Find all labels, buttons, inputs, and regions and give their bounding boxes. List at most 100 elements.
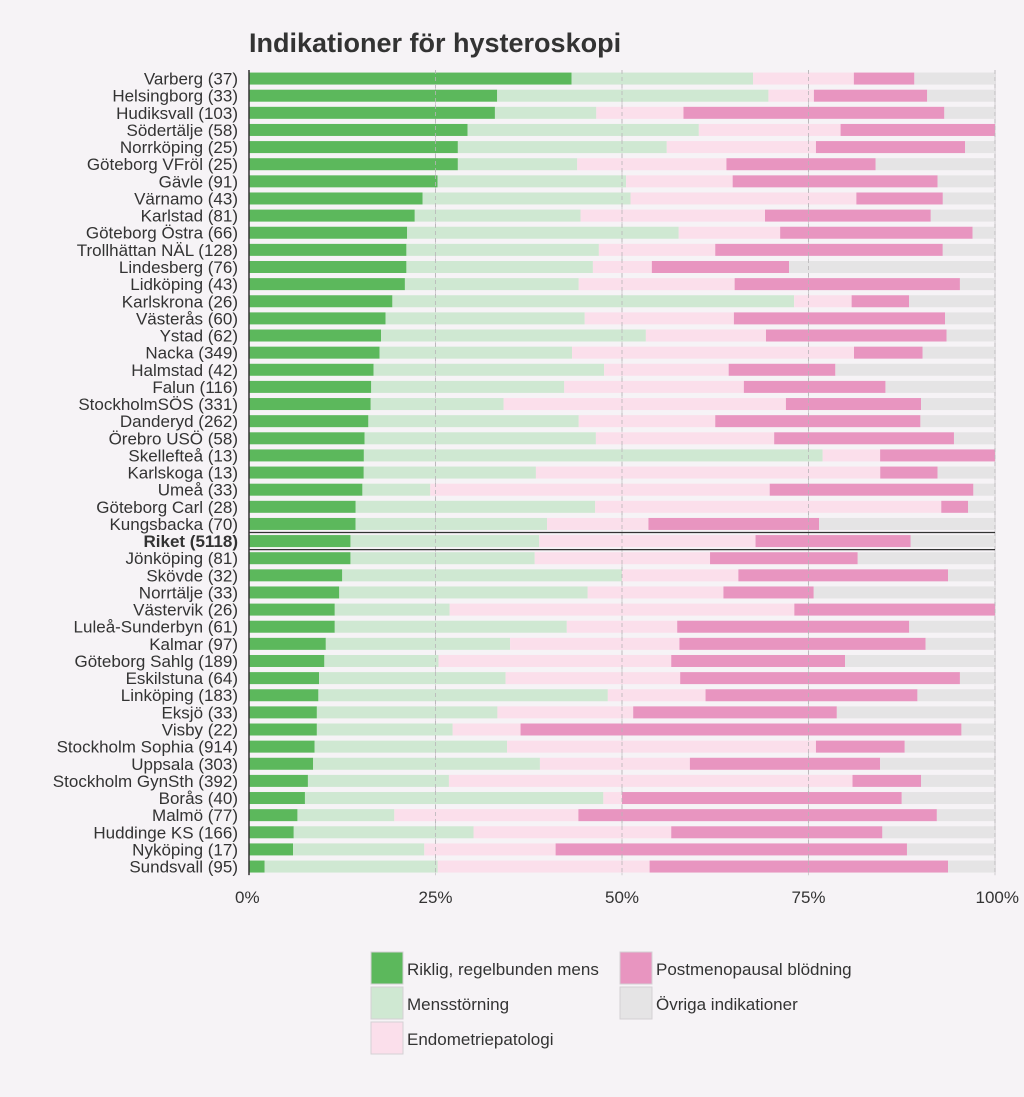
y-axis-labels: Varberg (37)Helsingborg (33)Hudiksvall (… <box>53 70 238 877</box>
bar-hudiksvall-103-postmenopausal-blodning <box>683 106 945 119</box>
bar-vastervik-26-riklig-regelbunden-mens <box>249 603 335 616</box>
bar-boras-40-mensstorning <box>304 792 604 805</box>
bar-norrkoping-25-postmenopausal-blodning <box>815 141 966 154</box>
bar-gavle-91-postmenopausal-blodning <box>732 175 938 188</box>
y-label-halmstad-42: Halmstad (42) <box>131 361 238 380</box>
bar-norrkoping-25-mensstorning <box>457 141 667 154</box>
bar-ystad-62-riklig-regelbunden-mens <box>249 329 382 342</box>
bar-riket-5118-endometriepatologi <box>539 535 756 548</box>
y-label-karlskoga-13: Karlskoga (13) <box>127 464 238 483</box>
bar-linkoping-183-postmenopausal-blodning <box>705 689 918 702</box>
bar-trollhattan-nal-128-ovriga-indikationer <box>942 243 995 256</box>
y-label-karlskrona-26: Karlskrona (26) <box>122 292 238 311</box>
bar-linkoping-183-ovriga-indikationer <box>917 689 995 702</box>
bar-karlskoga-13-postmenopausal-blodning <box>880 466 938 479</box>
x-tick-100: 100% <box>976 888 1019 907</box>
bar-skovde-32-ovriga-indikationer <box>948 569 995 582</box>
bar-visby-22-endometriepatologi <box>452 723 521 736</box>
bar-sodertalje-58-postmenopausal-blodning <box>840 123 995 136</box>
bar-visby-22-postmenopausal-blodning <box>520 723 962 736</box>
bar-kalmar-97-postmenopausal-blodning <box>679 637 926 650</box>
bar-huddinge-ks-166-mensstorning <box>293 826 474 839</box>
bar-sundsvall-95-ovriga-indikationer <box>948 860 995 873</box>
bar-nacka-349-ovriga-indikationer <box>922 346 995 359</box>
bar-varnamo-43-riklig-regelbunden-mens <box>249 192 423 205</box>
bar-karlskrona-26-mensstorning <box>392 295 795 308</box>
bar-stockholmsos-331-postmenopausal-blodning <box>785 398 922 411</box>
x-axis-ticks: 0% 25% 50% 75% 100% <box>235 888 1019 907</box>
bar-lulea-sunderbyn-61-riklig-regelbunden-mens <box>249 620 335 633</box>
bar-malmo-77-postmenopausal-blodning <box>578 809 937 822</box>
bar-goteborg-sahlg-189-riklig-regelbunden-mens <box>249 654 325 667</box>
bar-orebro-uso-58-postmenopausal-blodning <box>774 432 954 445</box>
y-label-sundsvall-95: Sundsvall (95) <box>129 858 238 877</box>
bar-karlskoga-13-endometriepatologi <box>535 466 881 479</box>
y-label-lidkoping-43: Lidköping (43) <box>130 275 238 294</box>
bar-riket-5118-postmenopausal-blodning <box>755 535 911 548</box>
bar-norrtalje-33-mensstorning <box>339 586 588 599</box>
y-label-nykoping-17: Nyköping (17) <box>132 840 238 859</box>
bar-eksjo-33-endometriepatologi <box>497 706 634 719</box>
y-label-norrkoping-25: Norrköping (25) <box>120 138 238 157</box>
y-label-huddinge-ks-166: Huddinge KS (166) <box>93 823 238 842</box>
bar-varberg-37-endometriepatologi <box>753 72 854 85</box>
bar-goteborg-carl-28-postmenopausal-blodning <box>941 500 969 513</box>
bar-jonkoping-81-mensstorning <box>350 552 535 565</box>
bar-ystad-62-postmenopausal-blodning <box>765 329 947 342</box>
bar-skovde-32-endometriepatologi <box>622 569 739 582</box>
bar-stockholm-sophia-914-mensstorning <box>314 740 508 753</box>
legend-label-endometriepatologi: Endometriepatologi <box>407 1030 553 1049</box>
bar-malmo-77-endometriepatologi <box>394 809 579 822</box>
legend-swatch-endometriepatologi <box>370 1021 404 1055</box>
bar-goteborg-ostra-66-ovriga-indikationer <box>972 226 995 239</box>
bar-malmo-77-riklig-regelbunden-mens <box>249 809 298 822</box>
bar-eksjo-33-ovriga-indikationer <box>836 706 995 719</box>
bar-danderyd-262-riklig-regelbunden-mens <box>249 415 369 428</box>
y-label-skelleftea-13: Skellefteå (13) <box>128 446 238 465</box>
bar-lindesberg-76-riklig-regelbunden-mens <box>249 260 407 273</box>
bar-umea-33-endometriepatologi <box>430 483 770 496</box>
gridlines-overlay <box>435 70 996 876</box>
bar-trollhattan-nal-128-endometriepatologi <box>598 243 716 256</box>
bar-goteborg-ostra-66-endometriepatologi <box>678 226 781 239</box>
bar-eksjo-33-riklig-regelbunden-mens <box>249 706 317 719</box>
y-label-vasteras-60: Västerås (60) <box>136 309 238 328</box>
bar-kalmar-97-riklig-regelbunden-mens <box>249 637 326 650</box>
legend-swatch-ovriga-indikationer <box>619 986 653 1020</box>
bar-kungsbacka-70-endometriepatologi <box>547 517 649 530</box>
bar-stockholm-sophia-914-postmenopausal-blodning <box>815 740 905 753</box>
y-label-kungsbacka-70: Kungsbacka (70) <box>109 515 238 534</box>
bar-huddinge-ks-166-ovriga-indikationer <box>882 826 995 839</box>
bar-stockholm-gynsth-392-postmenopausal-blodning <box>852 774 922 787</box>
bar-nykoping-17-ovriga-indikationer <box>906 843 995 856</box>
bar-goteborg-sahlg-189-mensstorning <box>324 654 439 667</box>
bar-goteborg-sahlg-189-postmenopausal-blodning <box>671 654 846 667</box>
x-tick-75: 75% <box>791 888 825 907</box>
bar-goteborg-vfrol-25-mensstorning <box>457 158 578 171</box>
bar-stockholm-sophia-914-endometriepatologi <box>507 740 816 753</box>
bar-gavle-91-ovriga-indikationer <box>937 175 995 188</box>
bar-ystad-62-endometriepatologi <box>645 329 766 342</box>
bar-huddinge-ks-166-endometriepatologi <box>473 826 672 839</box>
bar-stockholmsos-331-mensstorning <box>370 398 504 411</box>
bar-nacka-349-mensstorning <box>379 346 573 359</box>
y-label-falun-116: Falun (116) <box>152 378 238 397</box>
bar-hudiksvall-103-riklig-regelbunden-mens <box>249 106 495 119</box>
bar-lulea-sunderbyn-61-mensstorning <box>334 620 567 633</box>
y-label-varnamo-43: Värnamo (43) <box>134 189 238 208</box>
bar-stockholmsos-331-riklig-regelbunden-mens <box>249 398 371 411</box>
y-label-umea-33: Umeå (33) <box>158 481 238 500</box>
legend-label-mensstorning: Mensstörning <box>407 995 509 1014</box>
bar-vasteras-60-mensstorning <box>385 312 585 325</box>
y-label-riket-5118: Riket (5118) <box>144 532 239 551</box>
bar-norrkoping-25-riklig-regelbunden-mens <box>249 141 458 154</box>
legend-label-ovriga-indikationer: Övriga indikationer <box>656 995 798 1014</box>
bar-goteborg-carl-28-riklig-regelbunden-mens <box>249 500 356 513</box>
riket-highlight <box>249 531 995 551</box>
bar-skovde-32-mensstorning <box>342 569 622 582</box>
y-label-sodertalje-58: Södertälje (58) <box>126 121 238 140</box>
y-label-goteborg-sahlg-189: Göteborg Sahlg (189) <box>75 652 239 671</box>
legend-label-postmenopausal-blodning: Postmenopausal blödning <box>656 960 852 979</box>
y-label-orebro-uso-58: Örebro USÖ (58) <box>109 429 238 448</box>
